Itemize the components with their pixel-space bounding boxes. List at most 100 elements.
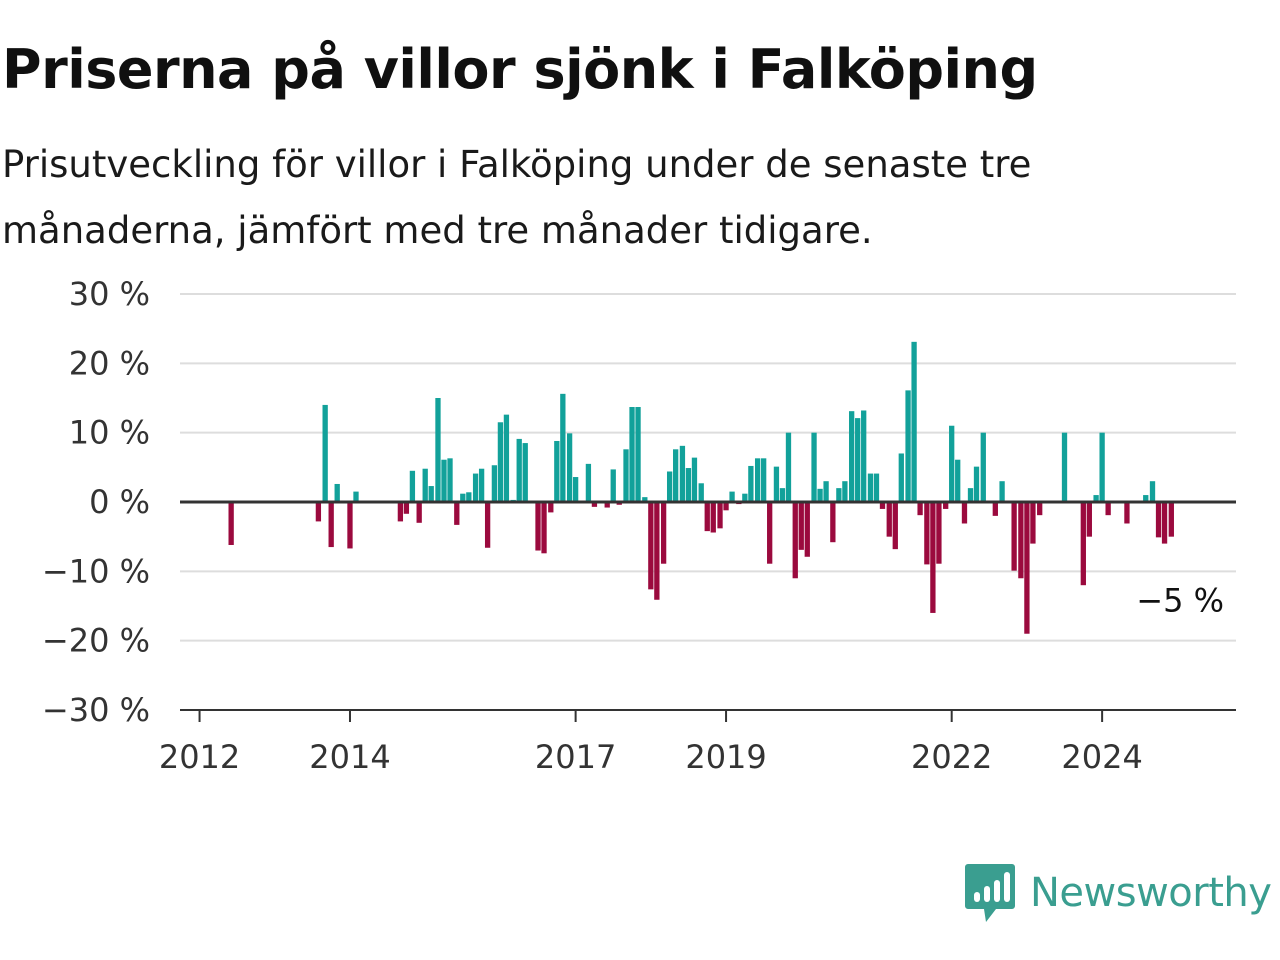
bar: [967, 488, 974, 502]
bar: [792, 502, 798, 579]
bar: [949, 425, 955, 502]
brand-name: Newsworthy: [1030, 870, 1272, 916]
bar: [1155, 502, 1162, 538]
bar: [460, 493, 466, 502]
bar: [685, 468, 692, 502]
bar: [604, 502, 610, 508]
bar: [591, 502, 598, 507]
bar: [943, 502, 949, 509]
bar: [497, 422, 504, 502]
bar: [879, 502, 886, 509]
chart-title: Priserna på villor sjönk i Falköping: [2, 38, 1038, 101]
y-tick-label: −10 %: [42, 552, 150, 590]
bar: [1124, 502, 1130, 524]
x-axis-ticks: 2012 2014 2017 2019 2022 2024: [159, 710, 1143, 776]
bar: [654, 502, 660, 600]
bar-chart: 30 %20 %10 %0 %−10 %−20 %−30 % 2012 2014 2…: [42, 275, 1236, 776]
bar: [353, 491, 359, 502]
brand: Newsworthy: [964, 862, 1272, 924]
bar: [315, 502, 322, 522]
bar: [754, 458, 761, 502]
bar: [811, 432, 817, 502]
bar: [999, 481, 1005, 502]
x-tick-label: 2017: [535, 738, 616, 776]
bar: [817, 488, 823, 502]
bar: [842, 481, 848, 502]
bar: [435, 398, 441, 502]
bar: [1161, 502, 1168, 544]
bar: [228, 502, 234, 545]
bar: [397, 502, 404, 522]
bar: [873, 473, 880, 502]
bar: [422, 468, 428, 502]
bar: [804, 502, 810, 557]
bar: [1024, 502, 1030, 634]
bar: [773, 466, 780, 502]
bar: [635, 407, 641, 502]
bar: [992, 502, 998, 516]
bar: [830, 502, 836, 543]
x-tick-label: 2012: [159, 738, 240, 776]
bar: [328, 502, 334, 548]
bar: [566, 433, 573, 502]
bar: [1011, 502, 1017, 571]
bar: [849, 411, 855, 502]
bar: [666, 471, 673, 502]
bar: [560, 393, 566, 502]
y-axis-labels: 30 % 20 % 10 % 0 % −10 % −20 % −30 %: [42, 275, 150, 729]
bar: [623, 449, 629, 502]
bar: [447, 458, 453, 502]
bar: [710, 502, 716, 533]
bar: [484, 502, 491, 548]
bar: [723, 502, 729, 511]
bar: [642, 497, 648, 502]
bar: [629, 407, 635, 502]
bars: [228, 341, 1174, 634]
bar: [836, 488, 842, 502]
bar: [1105, 502, 1111, 516]
bar: [322, 404, 328, 502]
bar: [541, 502, 547, 554]
bar: [717, 502, 723, 529]
bar: [522, 443, 528, 502]
bar: [1080, 502, 1086, 586]
y-tick-label: 10 %: [69, 414, 150, 452]
bar: [917, 502, 923, 516]
bar: [905, 390, 911, 502]
x-tick-label: 2014: [309, 738, 390, 776]
bar: [1086, 502, 1092, 537]
bar: [767, 502, 773, 564]
newsworthy-logo-icon: [965, 864, 1015, 922]
bar: [1099, 432, 1105, 502]
bar: [1143, 495, 1149, 502]
bar: [742, 493, 748, 502]
bar: [973, 466, 980, 502]
bar: [548, 502, 554, 513]
bar: [698, 483, 704, 502]
bar: [936, 502, 942, 564]
bar: [779, 488, 786, 502]
bar: [554, 440, 560, 502]
x-tick-label: 2024: [1061, 738, 1142, 776]
bar: [855, 418, 861, 502]
bar: [516, 438, 522, 502]
bar: [535, 502, 541, 551]
bar: [729, 491, 735, 502]
bar: [1018, 502, 1024, 579]
bar: [454, 502, 460, 525]
bar: [334, 483, 340, 502]
bar: [347, 502, 353, 549]
bar: [403, 502, 410, 514]
bar: [892, 502, 898, 550]
bar: [785, 432, 792, 502]
bar: [761, 458, 767, 502]
bar: [898, 453, 904, 502]
bar: [980, 432, 986, 502]
bar: [679, 445, 686, 502]
bar: [466, 492, 472, 502]
x-tick-label: 2019: [685, 738, 766, 776]
bar: [478, 468, 485, 502]
bar: [409, 470, 416, 502]
x-tick-label: 2022: [911, 738, 992, 776]
bar: [798, 502, 804, 550]
